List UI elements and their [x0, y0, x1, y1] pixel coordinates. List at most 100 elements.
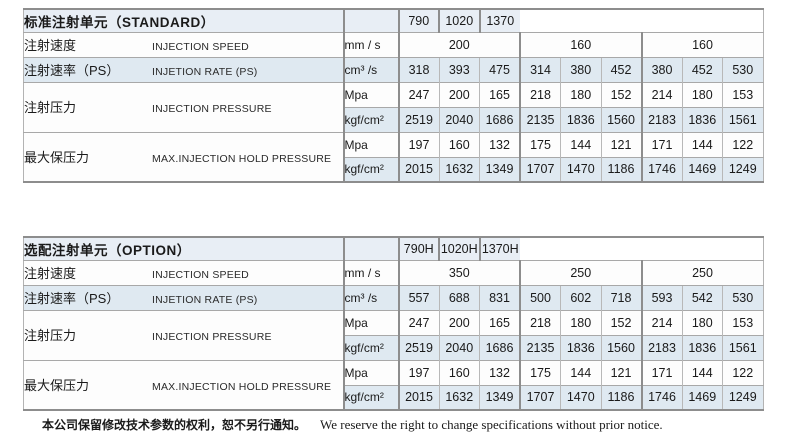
value-cell: 200 [438, 81, 480, 107]
value-cell: 380 [640, 56, 682, 82]
value-cell: 1470 [560, 384, 601, 410]
value-cell: 1686 [479, 106, 520, 132]
table-row: 最大保压力 MAX.INJECTION HOLD PRESSURE Mpa 197 16… [23, 131, 763, 182]
spec-label-cell: 注射速率（PS） INJETION RATE (PS) [23, 56, 344, 82]
value-cell: 153 [722, 309, 763, 335]
unit-header-cell [342, 8, 400, 32]
model-header-cell: 1370 [478, 8, 520, 32]
unit-cell: mm / s [342, 31, 400, 57]
value-cell: 153 [722, 81, 763, 107]
value-cell: 121 [600, 359, 642, 385]
value-cell: 1836 [560, 334, 601, 360]
value-cell: 122 [722, 131, 763, 157]
unit-cell: kgf/cm² [342, 156, 400, 182]
value-cell: 314 [519, 56, 561, 82]
value-cell: 171 [640, 359, 682, 385]
model-header-cell: 1020H [438, 236, 480, 260]
table-row: 注射速度 INJECTION SPEED mm / s 350 250 250 [23, 259, 763, 285]
table-row: kgf/cm² 2015 1632 1349 1707 1470 1186 1746 1469 1… [24, 156, 763, 182]
value-cell: 475 [479, 56, 520, 82]
standard-injection-unit-table: 标准注射单元（STANDARD） 790 1020 1370 注射速度 INJECTION… [23, 8, 764, 183]
value-cell: 2519 [398, 334, 439, 360]
value-cell: 688 [438, 284, 480, 310]
unit-cell: Mpa [342, 309, 400, 335]
spec-label-en: MAX.INJECTION HOLD PRESSURE [152, 380, 332, 393]
spec-label-cell: 注射压力 INJECTION PRESSURE [23, 309, 344, 360]
value-cell: 175 [519, 131, 561, 157]
value-cell: 144 [560, 131, 601, 157]
value-cell: 393 [438, 56, 480, 82]
unit-cell: cm³ /s [342, 284, 400, 310]
table-title: 标准注射单元（STANDARD） [23, 8, 344, 32]
value-cell: 122 [722, 359, 763, 385]
value-cell: 218 [519, 81, 561, 107]
footer-disclaimer-en: We reserve the right to change specifica… [320, 417, 663, 432]
spec-label-en: INJECTION PRESSURE [152, 103, 272, 115]
value-cell: 160 [438, 359, 480, 385]
model-header-cell: 1020 [438, 8, 480, 32]
value-cell: 218 [519, 309, 561, 335]
value-cell: 831 [479, 284, 520, 310]
value-cell: 200 [438, 309, 480, 335]
table-row: kgf/cm² 2015 1632 1349 1707 1470 1186 1746 1469 1… [24, 384, 763, 410]
table-title: 选配注射单元（OPTION） [23, 236, 344, 260]
spec-label-en: INJETION RATE (PS) [152, 293, 258, 306]
value-cell: 180 [560, 309, 601, 335]
value-cell: 542 [681, 284, 723, 310]
value-cell: 1249 [722, 384, 763, 410]
table-row: 注射速率（PS） INJETION RATE (PS) cm³ /s 557 688 83… [23, 284, 763, 310]
group-value-cell: 250 [519, 259, 642, 285]
value-cell: 452 [600, 56, 642, 82]
value-cell: 247 [398, 81, 439, 107]
unit-cell: Mpa [342, 81, 400, 107]
group-value-cell: 350 [397, 259, 520, 285]
value-cell: 452 [681, 56, 723, 82]
value-cell: 180 [560, 81, 601, 107]
value-cell: 165 [479, 309, 520, 335]
value-cell: 1349 [479, 384, 520, 410]
spec-label-cn: 注射速度 [24, 37, 77, 53]
value-cell: 1632 [438, 384, 480, 410]
footer-disclaimer: 本公司保留修改技术参数的权利，恕不另行通知。 We reserve the rig… [42, 416, 762, 434]
group-value-cell: 160 [519, 31, 642, 57]
spec-label-cell: 注射速率（PS） INJETION RATE (PS) [23, 284, 344, 310]
value-cell: 1632 [438, 156, 480, 182]
value-cell: 1470 [560, 156, 601, 182]
value-cell: 1746 [640, 156, 682, 182]
value-cell: 1560 [600, 334, 642, 360]
spec-label-cn: 注射压力 [24, 100, 77, 115]
spec-label-cn: 最大保压力 [24, 377, 90, 393]
value-cell: 557 [398, 284, 439, 310]
value-cell: 2183 [640, 334, 682, 360]
value-cell: 152 [600, 81, 642, 107]
spec-label-cn: 注射速率（PS） [24, 62, 120, 78]
group-value-cell: 250 [640, 259, 763, 285]
value-cell: 144 [681, 359, 723, 385]
option-injection-unit-table: 选配注射单元（OPTION） 790H 1020H 1370H 注射速度 INJECTIO… [23, 236, 764, 411]
value-cell: 1707 [519, 384, 561, 410]
value-cell: 132 [479, 359, 520, 385]
spec-label-en: INJECTION PRESSURE [152, 331, 272, 343]
spec-label-cn: 注射速率（PS） [24, 290, 120, 306]
value-cell: 247 [398, 309, 439, 335]
unit-cell: kgf/cm² [342, 334, 400, 360]
model-header-cell: 790H [397, 236, 439, 260]
spec-label-cn: 注射速度 [24, 265, 77, 281]
table-row: 注射速度 INJECTION SPEED mm / s 200 160 160 [23, 31, 763, 57]
value-cell: 1249 [722, 156, 763, 182]
table-header-row: 标准注射单元（STANDARD） 790 1020 1370 [23, 8, 764, 32]
unit-cell: kgf/cm² [342, 384, 400, 410]
value-cell: 1349 [479, 156, 520, 182]
table-row: 注射压力 INJECTION PRESSURE Mpa 247 200 165 218 180… [23, 309, 763, 360]
spec-label-cn: 最大保压力 [24, 149, 90, 165]
value-cell: 197 [398, 131, 439, 157]
table-row: kgf/cm² 2519 2040 1686 2135 1836 1560 2183 1836 1… [24, 106, 763, 132]
value-cell: 1469 [681, 384, 723, 410]
value-cell: 152 [600, 309, 642, 335]
unit-header-cell [342, 236, 400, 260]
value-cell: 2015 [398, 384, 439, 410]
value-cell: 318 [398, 56, 439, 82]
value-cell: 380 [560, 56, 601, 82]
value-cell: 144 [560, 359, 601, 385]
value-cell: 2135 [519, 334, 561, 360]
